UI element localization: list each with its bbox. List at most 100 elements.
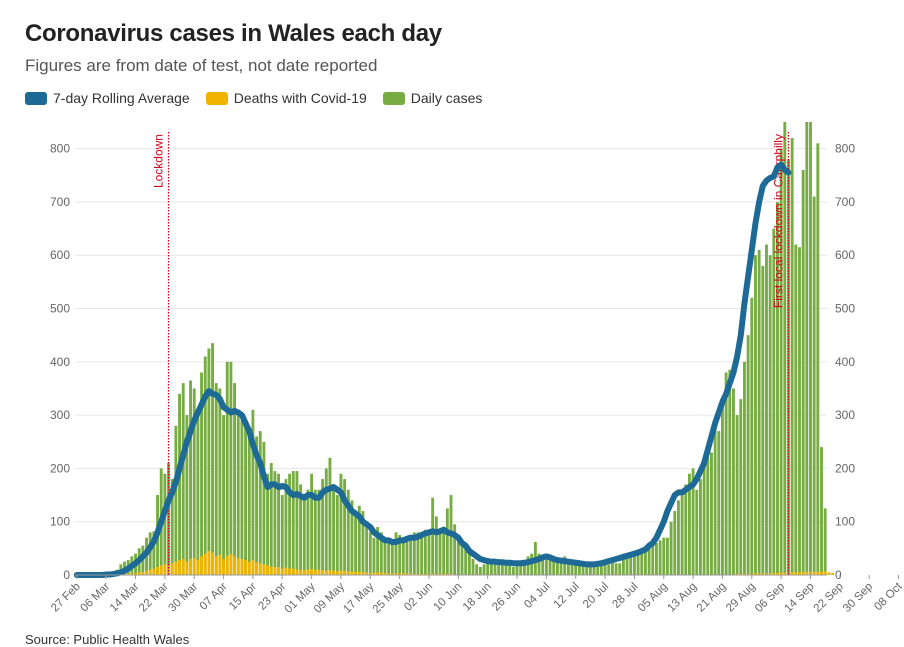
deaths-bar <box>812 571 816 575</box>
daily-cases-bar <box>174 425 178 575</box>
deaths-bar <box>768 573 772 575</box>
daily-cases-bar <box>603 564 607 575</box>
deaths-bar <box>332 570 336 575</box>
deaths-bar <box>831 572 834 575</box>
daily-cases-bar <box>805 122 809 575</box>
deaths-bar <box>423 573 427 575</box>
daily-cases-bar <box>754 255 757 575</box>
daily-cases-bar <box>599 565 603 575</box>
daily-cases-bar <box>702 463 706 575</box>
daily-cases-bar <box>262 441 266 575</box>
deaths-bar <box>251 560 255 575</box>
daily-cases-bar <box>438 532 442 575</box>
rolling-average-line-group <box>73 161 792 578</box>
deaths-bar <box>405 573 409 575</box>
daily-cases-bar <box>614 563 618 575</box>
deaths-bar <box>372 572 376 575</box>
daily-cases-bar <box>409 535 413 575</box>
daily-cases-bar <box>588 563 592 575</box>
deaths-bar <box>141 572 145 575</box>
deaths-bar <box>306 569 310 575</box>
daily-cases-bar <box>354 511 358 575</box>
legend-item-deaths[interactable]: Deaths with Covid-19 <box>205 90 367 106</box>
y-tick-label-left: 500 <box>50 302 70 316</box>
daily-cases-bar <box>379 532 383 575</box>
deaths-bar <box>820 571 823 575</box>
x-tick-label: 30 Mar <box>167 581 201 615</box>
daily-cases-bar <box>236 415 240 575</box>
daily-cases-bar <box>721 404 724 575</box>
daily-cases-bar <box>563 556 567 575</box>
daily-cases-bar <box>732 388 735 575</box>
deaths-bar <box>809 571 812 575</box>
deaths-bar <box>134 573 137 575</box>
daily-cases-bar <box>405 537 409 575</box>
daily-cases-bar <box>596 564 600 575</box>
daily-cases-bar <box>643 547 647 575</box>
legend-label-rolling-average: 7-day Rolling Average <box>53 90 190 106</box>
daily-cases-bar <box>273 471 277 575</box>
deaths-bar <box>368 572 372 575</box>
deaths-bar <box>218 554 222 575</box>
y-axis-left: 0 100 200 300 400 500 600 700 800 <box>50 142 70 582</box>
x-tick-label: 04 Jul <box>522 581 552 611</box>
deaths-bar <box>765 573 768 575</box>
daily-cases-bar <box>768 255 772 575</box>
daily-cases-bar <box>328 457 332 575</box>
deaths-bar <box>816 571 820 575</box>
x-tick-label: 30 Sep <box>841 581 875 615</box>
deaths-bar <box>339 570 343 575</box>
legend-item-rolling-average[interactable]: 7-day Rolling Average <box>25 90 190 106</box>
deaths-bar <box>313 570 317 575</box>
deaths-bar <box>247 561 251 575</box>
deaths-bar <box>757 573 761 575</box>
daily-cases-bar <box>387 543 391 575</box>
daily-cases-bar <box>544 559 548 575</box>
deaths-bar <box>236 557 240 575</box>
y-tick-label-right: 100 <box>835 515 855 529</box>
daily-cases-bar <box>684 484 688 575</box>
daily-cases-bar <box>189 380 192 575</box>
daily-cases-bar <box>310 473 314 575</box>
daily-cases-bar <box>394 532 398 575</box>
daily-cases-bar <box>816 143 820 576</box>
daily-cases-bar <box>654 543 658 575</box>
deaths-bar <box>280 568 284 575</box>
daily-cases-bar <box>511 567 515 575</box>
daily-cases-bar <box>699 479 702 575</box>
chart-plot: 0 100 200 300 400 500 600 700 800 0 100 200 300 400 5… <box>49 122 904 616</box>
y-tick-label-right: 400 <box>835 355 855 369</box>
deaths-bar <box>299 569 303 575</box>
daily-cases-bar <box>372 537 376 575</box>
daily-cases-bar <box>669 521 673 575</box>
daily-cases-bar <box>222 415 225 575</box>
deaths-bar <box>750 573 754 575</box>
daily-cases-bar <box>515 564 519 575</box>
daily-cases-bar <box>559 559 563 575</box>
annotation-label: Lockdown <box>152 134 166 188</box>
deaths-bar <box>174 561 178 575</box>
deaths-bar <box>317 569 321 575</box>
deaths-bar <box>178 560 181 575</box>
daily-cases-bar <box>306 489 310 575</box>
daily-cases-bar <box>200 372 203 575</box>
daily-cases-bar <box>291 471 295 575</box>
deaths-bar <box>163 564 167 575</box>
daily-cases-bar <box>489 561 493 575</box>
deaths-bar <box>211 552 214 575</box>
y-tick-label-left: 400 <box>50 355 70 369</box>
daily-cases-bar <box>258 431 262 575</box>
daily-cases-bar <box>401 537 405 575</box>
daily-cases-bar <box>724 372 728 575</box>
daily-cases-bar <box>688 473 691 575</box>
daily-cases-bar <box>434 516 438 575</box>
daily-cases-bar <box>178 393 181 575</box>
legend-item-daily-cases[interactable]: Daily cases <box>382 90 482 106</box>
daily-cases-bar <box>453 524 457 575</box>
y-tick-label-left: 200 <box>50 461 70 475</box>
daily-cases-bar <box>526 556 530 575</box>
daily-cases-bar <box>152 531 156 575</box>
daily-cases-bar <box>332 489 336 575</box>
daily-cases-bar <box>467 553 471 575</box>
